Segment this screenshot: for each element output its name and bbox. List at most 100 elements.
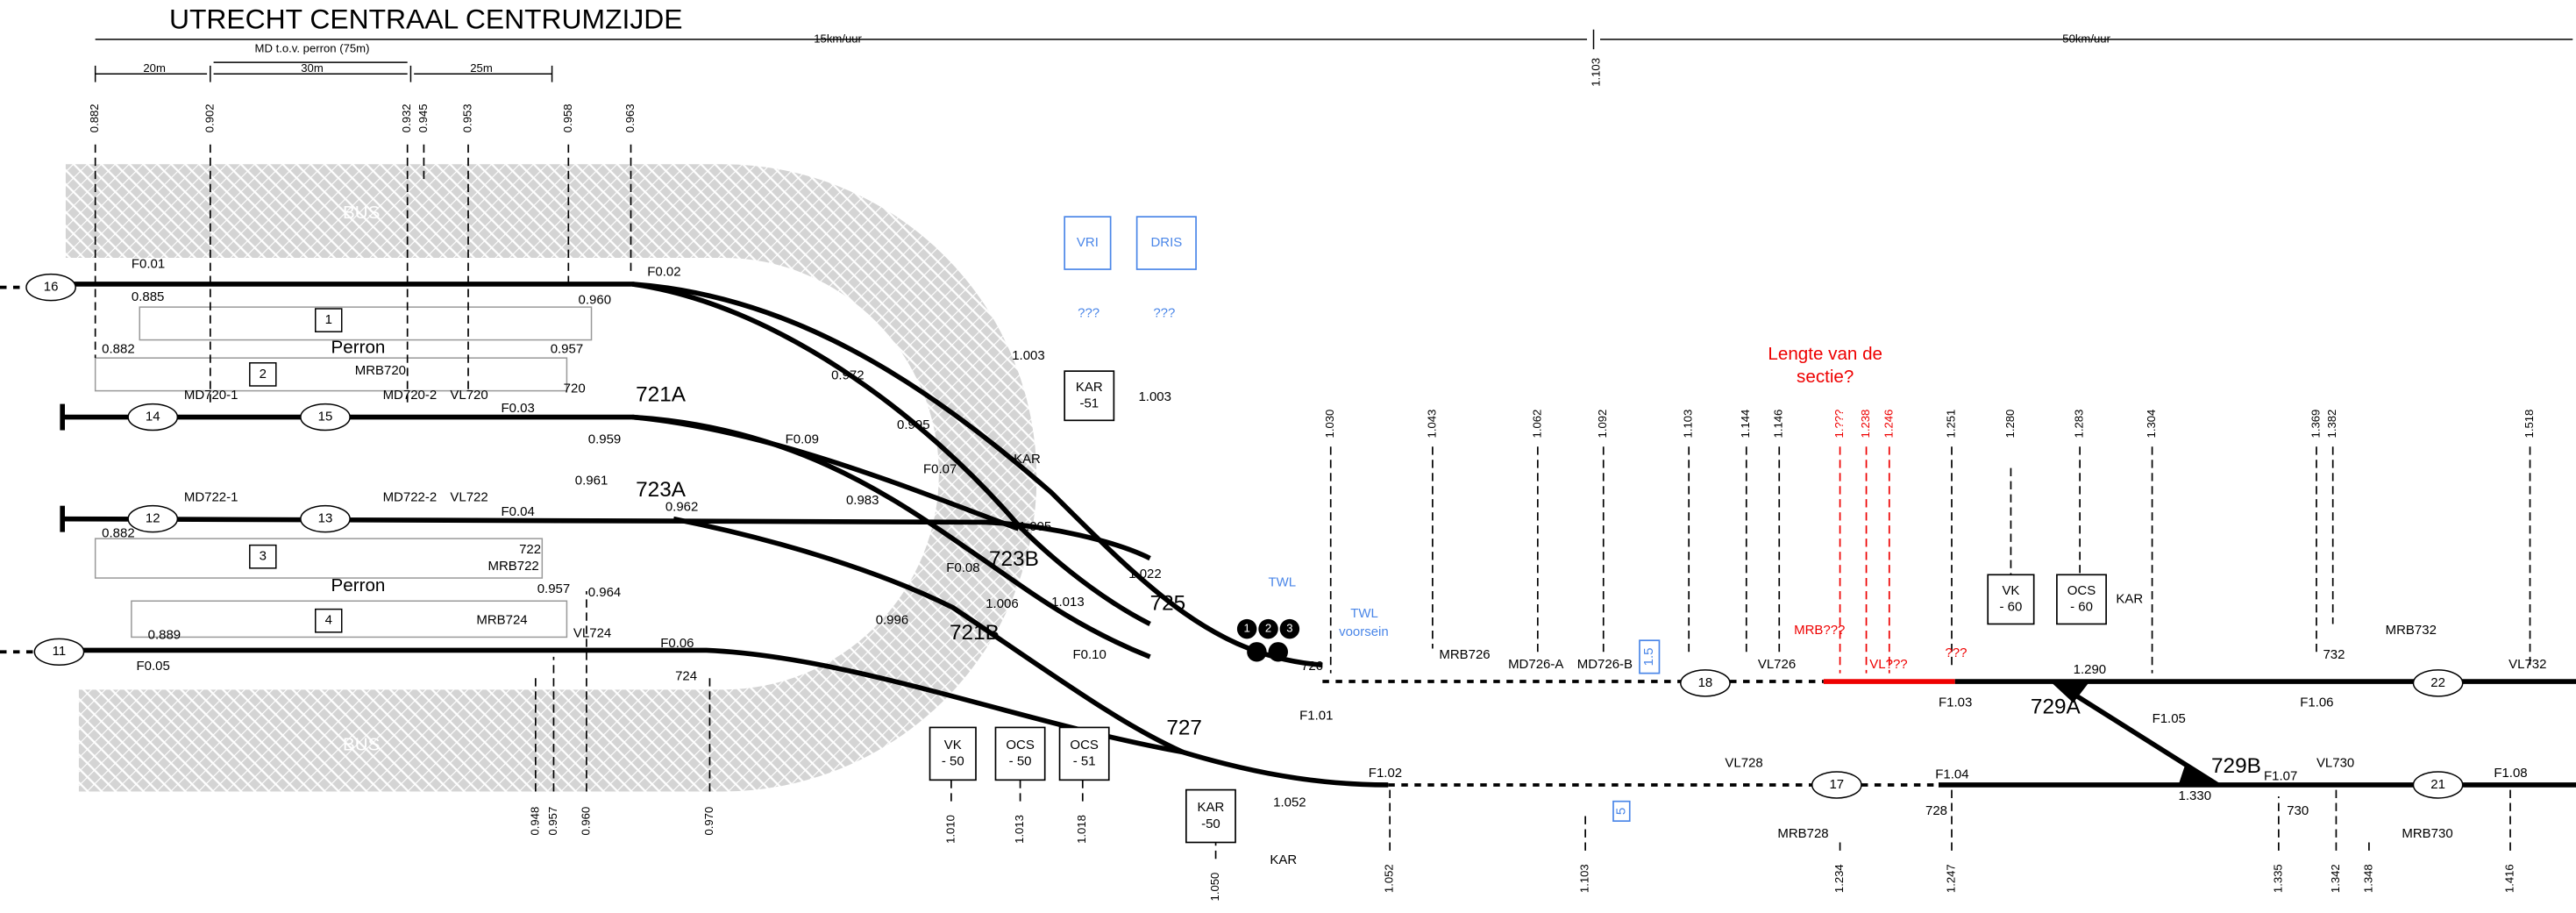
label: 0.885 xyxy=(132,289,164,304)
label: MD722-1 xyxy=(184,489,238,504)
track-number: 17 xyxy=(1829,777,1844,792)
km-marker: 1.280 xyxy=(2003,410,2017,439)
label: F0.04 xyxy=(501,504,534,519)
info-box xyxy=(1058,726,1110,781)
label: F0.03 xyxy=(501,401,534,416)
label: TWL xyxy=(1269,575,1297,590)
label: 720 xyxy=(564,382,586,396)
track-number-ellipse xyxy=(127,403,179,432)
label: 729B xyxy=(2211,754,2261,778)
bus-label: BUS xyxy=(343,734,380,754)
platform-number: 3 xyxy=(260,549,267,564)
label: VL724 xyxy=(573,626,611,641)
label: 0.882 xyxy=(102,525,134,540)
box-text: 5 xyxy=(1613,808,1628,815)
label: 1.330 xyxy=(2179,788,2211,803)
label: VL730 xyxy=(2316,756,2354,771)
box-text: 1.5 xyxy=(1641,648,1656,667)
label: F0.10 xyxy=(1073,647,1107,662)
label: F1.05 xyxy=(2153,711,2186,726)
label: voorsein xyxy=(1339,624,1389,639)
km-marker: 1.103 xyxy=(1590,58,1603,87)
platform-number-box xyxy=(249,544,277,569)
label: MRB??? xyxy=(1794,623,1845,638)
track-number-ellipse xyxy=(1811,771,1862,799)
label: MD726-A xyxy=(1508,657,1563,672)
label: F1.06 xyxy=(2300,695,2333,710)
track-number: 14 xyxy=(146,410,160,424)
label: 723A xyxy=(636,478,687,502)
km-marker: 1.342 xyxy=(2329,864,2342,893)
km-marker: 1.518 xyxy=(2523,410,2536,439)
signal-digit: 1 xyxy=(1244,622,1250,635)
km-marker: 1.018 xyxy=(1075,815,1088,844)
track-number-ellipse xyxy=(300,504,351,533)
km-marker: 0.970 xyxy=(702,807,715,836)
label: 0.882 xyxy=(102,342,134,357)
km-marker: 1.043 xyxy=(1425,410,1438,439)
info-box xyxy=(1135,216,1197,270)
box-text: -51 xyxy=(1079,396,1099,411)
label: F0.09 xyxy=(786,432,819,447)
label: 0.960 xyxy=(579,293,611,308)
bus-label: BUS xyxy=(343,203,380,223)
track-number: 21 xyxy=(2430,777,2445,792)
km-marker: 1.304 xyxy=(2145,410,2158,439)
km-marker: 1.??? xyxy=(1832,410,1846,439)
label: F1.04 xyxy=(1935,767,1968,782)
note: Lengte van de xyxy=(1768,344,1882,364)
info-box xyxy=(2056,574,2107,625)
signal-digit: 2 xyxy=(1265,622,1271,635)
label: MD726-B xyxy=(1577,657,1633,672)
km-marker: 0.882 xyxy=(88,103,101,132)
label: F0.05 xyxy=(137,659,170,674)
label: VL726 xyxy=(1758,657,1796,672)
box-text: KAR xyxy=(1198,800,1225,815)
label: VL728 xyxy=(1725,756,1762,771)
box-text: - 60 xyxy=(2000,600,2023,615)
label: F1.07 xyxy=(2264,769,2297,784)
platforms xyxy=(94,306,593,638)
track-number-ellipse xyxy=(300,403,351,432)
label: F0.06 xyxy=(660,636,694,651)
info-box xyxy=(1612,800,1631,822)
label: 1.003 xyxy=(1138,389,1171,404)
km-marker: 1.103 xyxy=(1682,410,1695,439)
info-box xyxy=(994,726,1046,781)
km-marker: 1.013 xyxy=(1013,815,1026,844)
km-marker: 1.030 xyxy=(1323,410,1336,439)
label: 0.957 xyxy=(551,342,583,357)
platform-label: Perron xyxy=(331,337,386,357)
label: VL720 xyxy=(450,388,487,403)
label: 723B xyxy=(989,547,1039,571)
label: 1.052 xyxy=(1273,795,1306,810)
label: ??? xyxy=(1945,646,1967,660)
label: MRB728 xyxy=(1777,826,1828,841)
track-number: 18 xyxy=(1698,675,1713,690)
label: TWL xyxy=(1350,606,1378,621)
label: MD720-1 xyxy=(184,388,238,403)
label: ??? xyxy=(1153,306,1175,321)
label: 0.889 xyxy=(148,628,181,643)
info-box xyxy=(1064,216,1112,270)
platform-number-box xyxy=(315,308,343,332)
km-marker: 0.958 xyxy=(561,103,574,132)
km-marker: 1.251 xyxy=(1944,410,1957,439)
dimension-label: 20m xyxy=(143,61,166,75)
label: MRB730 xyxy=(2402,826,2452,841)
label: 727 xyxy=(1166,717,1202,740)
label: F0.08 xyxy=(946,560,979,575)
label: 0.962 xyxy=(665,499,698,514)
track-number: 12 xyxy=(146,511,160,526)
km-marker: 0.932 xyxy=(400,103,413,132)
label: 724 xyxy=(675,668,697,683)
label: 1.022 xyxy=(1128,567,1161,581)
label: 0.961 xyxy=(575,474,608,489)
label: 726 xyxy=(1301,659,1323,674)
track-number: 15 xyxy=(318,410,333,424)
km-marker: 1.052 xyxy=(1383,864,1396,893)
label: F0.07 xyxy=(923,461,957,476)
label: 1.013 xyxy=(1051,595,1084,610)
label: MRB724 xyxy=(476,613,527,628)
km-marker: 1.103 xyxy=(1578,864,1591,893)
